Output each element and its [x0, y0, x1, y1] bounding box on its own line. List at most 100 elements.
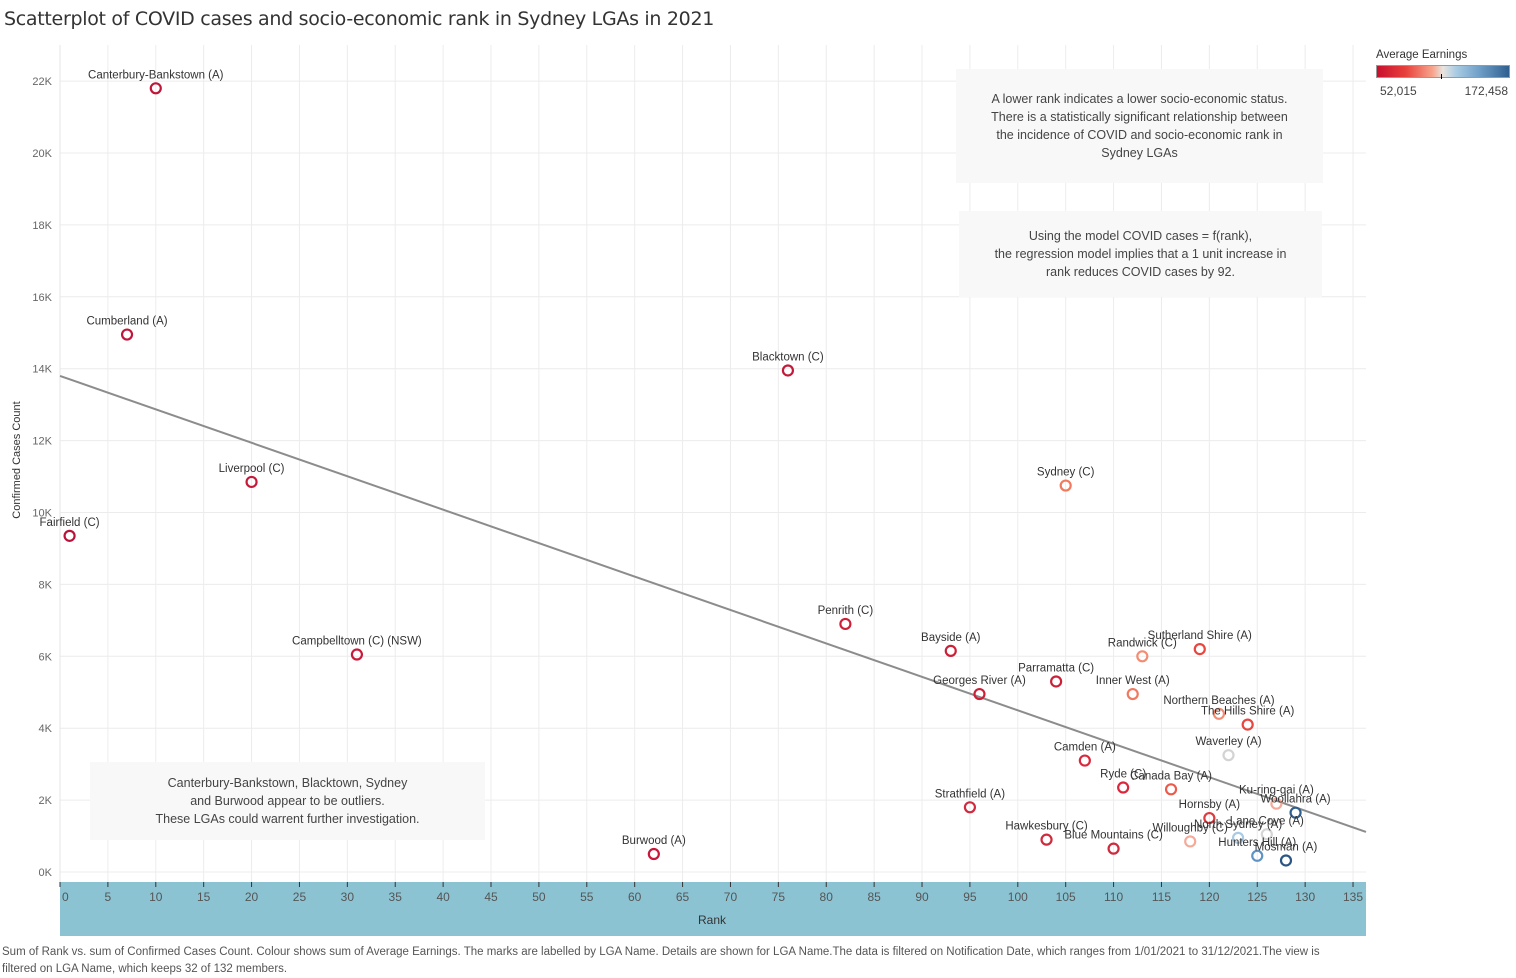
annotation-outliers: Canterbury-Bankstown, Blacktown, Sydney …	[90, 762, 485, 840]
point-label: Cumberland (A)	[86, 316, 167, 328]
data-point[interactable]	[781, 364, 795, 377]
data-point[interactable]	[839, 617, 852, 631]
point-label: The Hills Shire (A)	[1201, 706, 1294, 718]
data-point[interactable]	[1040, 833, 1053, 846]
data-point[interactable]	[350, 648, 364, 661]
x-axis-label: Rank	[698, 913, 727, 927]
x-tick-label: 30	[341, 890, 355, 904]
x-tick-label: 135	[1343, 890, 1363, 904]
x-tick-label: 10	[149, 890, 163, 904]
x-tick-label: 0	[62, 890, 69, 904]
point-label: Waverley (A)	[1196, 736, 1262, 748]
x-axis-band	[60, 882, 1366, 936]
point-label: Hunters Hill (A)	[1218, 837, 1296, 849]
data-point[interactable]	[149, 82, 162, 95]
point-label: Blue Mountains (C)	[1064, 830, 1163, 842]
point-label: Sutherland Shire (A)	[1148, 630, 1252, 642]
data-point[interactable]	[1107, 842, 1120, 855]
y-tick-label: 12K	[32, 436, 52, 448]
data-point[interactable]	[1270, 797, 1283, 810]
legend-gradient-bar	[1376, 65, 1510, 79]
point-labels: Canterbury-Bankstown (A) Cumberland (A) Fa…	[40, 69, 1331, 853]
point-label: Georges River (A)	[933, 675, 1026, 687]
point-label: Mosman (A)	[1255, 841, 1318, 853]
x-tick-label: 100	[1008, 890, 1028, 904]
x-tick-label: 80	[820, 890, 834, 904]
point-label: Ryde (C)	[1100, 769, 1146, 781]
annotation-model: Using the model COVID cases = f(rank), t…	[959, 211, 1322, 297]
point-label: Parramatta (C)	[1018, 662, 1094, 674]
data-point[interactable]	[647, 847, 660, 861]
data-point[interactable]	[1260, 828, 1273, 841]
data-point[interactable]	[1184, 835, 1197, 848]
data-point[interactable]	[1126, 687, 1139, 701]
x-tick-label: 35	[389, 890, 403, 904]
data-point[interactable]	[1231, 831, 1245, 844]
data-point[interactable]	[1289, 806, 1302, 819]
point-label: Strathfield (A)	[935, 788, 1005, 800]
data-point[interactable]	[1251, 849, 1264, 862]
data-point[interactable]	[1136, 650, 1149, 663]
y-tick-label: 22K	[32, 76, 52, 88]
point-label: Canterbury-Bankstown (A)	[88, 69, 224, 81]
data-point[interactable]	[63, 529, 76, 542]
data-point[interactable]	[1059, 479, 1072, 492]
point-label: Lane Cove (A)	[1230, 815, 1304, 827]
point-label: Hornsby (A)	[1179, 799, 1241, 811]
annotation-model-text: Using the model COVID cases = f(rank), t…	[994, 229, 1287, 279]
point-label: Penrith (C)	[818, 605, 874, 617]
x-tick-label: 115	[1152, 890, 1171, 904]
data-point[interactable]	[1212, 707, 1226, 720]
data-point[interactable]	[1117, 781, 1130, 794]
point-label: Ku-ring-gai (A)	[1239, 785, 1314, 797]
point-label: Burwood (A)	[622, 835, 686, 847]
data-point[interactable]	[1241, 718, 1254, 731]
x-tick-label: 50	[532, 890, 546, 904]
data-point[interactable]	[1050, 675, 1063, 688]
point-label: Northern Beaches (A)	[1163, 695, 1274, 707]
data-points	[63, 82, 1302, 867]
point-label: Inner West (A)	[1096, 675, 1170, 687]
y-tick-label: 6K	[39, 651, 53, 663]
y-tick-label: 14K	[32, 364, 52, 376]
data-point[interactable]	[120, 328, 134, 341]
x-tick-label: 45	[484, 890, 498, 904]
color-legend[interactable]: Average Earnings 52,015 172,458	[1376, 49, 1512, 98]
point-label: North Sydney (A)	[1194, 819, 1282, 831]
point-label: Hawkesbury (C)	[1005, 821, 1088, 833]
legend-title: Average Earnings	[1376, 49, 1468, 61]
point-label: Camden (A)	[1054, 742, 1116, 754]
x-tick-label: 85	[867, 890, 881, 904]
data-point[interactable]	[1193, 643, 1206, 656]
x-tick-label: 55	[580, 890, 594, 904]
y-tick-label: 2K	[39, 795, 53, 807]
x-tick-label: 15	[197, 890, 211, 904]
y-tick-label: 18K	[32, 220, 52, 232]
data-point[interactable]	[1222, 749, 1235, 762]
data-point[interactable]	[944, 644, 957, 658]
legend-max-label: 172,458	[1464, 84, 1508, 98]
x-tick-label: 95	[963, 890, 977, 904]
y-axis-label: Confirmed Cases Count	[11, 401, 23, 518]
data-point[interactable]	[1279, 854, 1293, 867]
point-label: Sydney (C)	[1037, 467, 1095, 479]
x-tick-label: 70	[724, 890, 738, 904]
x-tick-label: 105	[1056, 890, 1076, 904]
point-label: Liverpool (C)	[219, 463, 285, 475]
annotation-outliers-text: Canterbury-Bankstown, Blacktown, Sydney …	[155, 776, 420, 826]
data-point[interactable]	[1164, 783, 1178, 796]
data-point[interactable]	[1078, 754, 1091, 767]
y-axis-ticks: 0K 2K 4K 6K 8K 10K 12K 14K 16K 18K 20K 22K	[32, 76, 52, 879]
data-point[interactable]	[973, 687, 986, 701]
point-label: Randwick (C)	[1108, 637, 1177, 649]
x-tick-label: 90	[915, 890, 929, 904]
point-label: Blacktown (C)	[752, 351, 824, 363]
y-tick-label: 16K	[32, 292, 52, 304]
x-tick-label: 60	[628, 890, 642, 904]
x-tick-label: 75	[772, 890, 786, 904]
data-point[interactable]	[245, 475, 258, 489]
data-point[interactable]	[963, 801, 977, 814]
y-tick-label: 0K	[39, 867, 53, 879]
x-axis-ticks: 0 5 10 15 20 25 30 35 40 45 50 55 60 65 70 75 80 85 90 95 10…	[59, 882, 1363, 904]
data-point[interactable]	[1203, 811, 1216, 825]
